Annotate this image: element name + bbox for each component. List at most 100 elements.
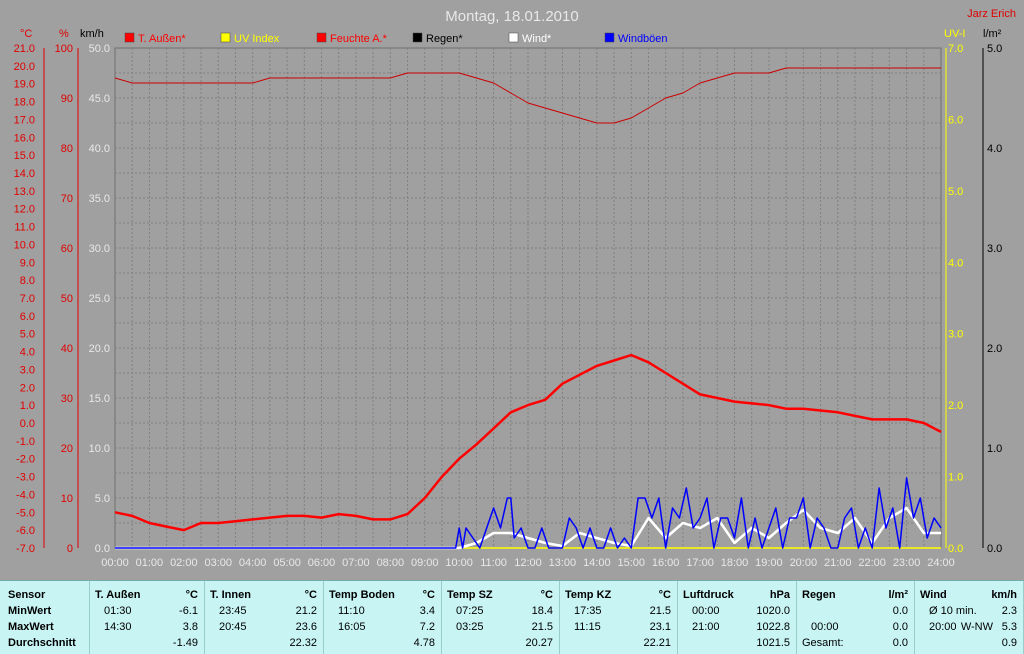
temp-tick-label: 19.0 (14, 79, 35, 91)
x-tick-label: 22:00 (858, 557, 886, 569)
stats-cell: 2.3 (1001, 605, 1017, 617)
temp-tick-label: 13.0 (14, 186, 35, 198)
stats-column: Luftdruck hPa 00:00 1020.0 21:00 1022.8 1021.5 (678, 581, 797, 654)
legend-label: T. Außen* (138, 33, 186, 45)
stats-cell: 21:00 (692, 621, 720, 633)
row-label-min: MinWert (8, 605, 52, 617)
stats-cell: 00:00 (811, 621, 839, 633)
x-tick-label: 00:00 (101, 557, 129, 569)
humidity-tick-label: 20 (61, 443, 73, 455)
chart-legend: T. Außen* UV Index Feuchte A.* Regen* Wind* W… (124, 32, 668, 45)
x-tick-label: 05:00 (273, 557, 301, 569)
stats-cell: 11:10 (338, 605, 365, 617)
stats-cell: 1022.8 (756, 621, 790, 633)
stats-cell: 03:25 (456, 621, 484, 633)
wind-tick-label: 5.0 (95, 493, 110, 505)
x-tick-label: 13:00 (549, 557, 577, 569)
series-line (114, 353, 942, 532)
stats-cell: 7.2 (419, 621, 435, 633)
wind-tick-label: 45.0 (89, 93, 110, 105)
legend-swatch (220, 32, 231, 43)
stats-cell: 20:45 (219, 621, 247, 633)
chart-series (114, 67, 942, 550)
temp-unit-label: °C (20, 28, 32, 40)
stats-cell: 5.3 (1001, 621, 1017, 633)
stats-cell: T. Außen (95, 589, 141, 601)
wind-unit-label: km/h (80, 28, 104, 40)
series-line (115, 477, 942, 549)
author-label: Jarz Erich (967, 8, 1016, 20)
stats-cell: 23.6 (295, 621, 317, 633)
uv-tick-label: 0.0 (948, 543, 963, 555)
stats-cell: 20:00 (929, 621, 957, 633)
temp-tick-label: 7.0 (20, 293, 35, 305)
temp-tick-label: 17.0 (14, 114, 35, 126)
stats-cell: 21.5 (531, 621, 553, 633)
stats-cell: °C (658, 589, 671, 601)
stats-cell: 3.4 (419, 605, 435, 617)
stats-column: Temp KZ °C 17:35 21.5 11:15 23.1 22.21 (560, 581, 678, 654)
stats-cell: 0.9 (1001, 637, 1017, 649)
stats-cell: 1021.5 (756, 637, 790, 649)
temp-tick-label: 10.0 (14, 239, 35, 251)
temp-tick-label: 20.0 (14, 61, 35, 73)
humidity-tick-label: 60 (61, 243, 73, 255)
temp-tick-label: 11.0 (14, 222, 35, 234)
uv-tick-label: 4.0 (948, 257, 963, 269)
rain-tick-label: 1.0 (987, 443, 1002, 455)
x-tick-label: 08:00 (377, 557, 405, 569)
humidity-tick-label: 100 (55, 43, 73, 55)
statistics-panel: Sensor MinWert MaxWert Durchschnitt T. A… (0, 580, 1024, 654)
stats-column: T. Innen °C 23:45 21.2 20:45 23.6 22.32 (205, 581, 324, 654)
temp-tick-label: 6.0 (20, 311, 35, 323)
stats-cell: 21.5 (649, 605, 671, 617)
stats-cell: °C (185, 589, 198, 601)
stats-column: Temp SZ °C 07:25 18.4 03:25 21.5 20.27 (442, 581, 560, 654)
stats-cell: °C (422, 589, 435, 601)
x-tick-label: 18:00 (721, 557, 749, 569)
stats-cell: Wind (920, 589, 947, 601)
weather-chart: Montag, 18.01.2010 Jarz Erich °C % km/h … (14, 8, 1016, 569)
wind-tick-label: 40.0 (89, 143, 110, 155)
stats-cell: W-NW (960, 621, 993, 633)
x-tick-label: 07:00 (342, 557, 370, 569)
x-tick-label: 14:00 (583, 557, 611, 569)
stats-cell: 16:05 (338, 621, 366, 633)
stats-column: Temp Boden °C 11:10 3.4 16:05 7.2 4.78 (324, 581, 442, 654)
stats-cell: 00:00 (692, 605, 720, 617)
stats-cell: 18.4 (531, 605, 553, 617)
x-tick-label: 16:00 (652, 557, 680, 569)
uv-tick-label: 6.0 (948, 114, 963, 126)
row-label-max: MaxWert (8, 621, 54, 633)
wind-tick-label: 15.0 (89, 393, 110, 405)
x-tick-label: 24:00 (927, 557, 955, 569)
rain-tick-label: 3.0 (987, 243, 1002, 255)
chart-grid (114, 47, 942, 549)
legend-label: Wind* (522, 33, 552, 45)
temp-tick-label: -7.0 (16, 543, 35, 555)
stats-cell: hPa (769, 589, 790, 601)
wind-tick-label: 50.0 (89, 43, 110, 55)
stats-column: T. Außen °C 01:30 -6.1 14:30 3.8 -1.49 (90, 581, 205, 654)
temp-tick-label: 15.0 (14, 150, 35, 162)
x-tick-label: 03:00 (204, 557, 232, 569)
x-tick-label: 06:00 (308, 557, 336, 569)
stats-cell: Gesamt: (802, 637, 844, 649)
temp-tick-label: 4.0 (20, 347, 35, 359)
x-tick-label: 10:00 (445, 557, 473, 569)
x-tick-label: 12:00 (514, 557, 542, 569)
wind-tick-label: 0.0 (95, 543, 110, 555)
stats-cell: Temp Boden (329, 589, 395, 601)
humidity-unit-label: % (59, 28, 69, 40)
legend-label: UV Index (234, 33, 280, 45)
row-label-sensor: Sensor (8, 589, 46, 601)
stats-cell: 21.2 (295, 605, 317, 617)
temp-tick-label: -1.0 (16, 436, 35, 448)
x-tick-label: 02:00 (170, 557, 198, 569)
stats-cell: 4.78 (413, 637, 435, 649)
stats-cell: Luftdruck (683, 589, 734, 601)
x-tick-label: 11:00 (480, 557, 507, 569)
x-tick-label: 17:00 (686, 557, 714, 569)
stats-row-labels: Sensor MinWert MaxWert Durchschnitt (0, 581, 90, 654)
stats-cell: -1.49 (172, 637, 198, 649)
